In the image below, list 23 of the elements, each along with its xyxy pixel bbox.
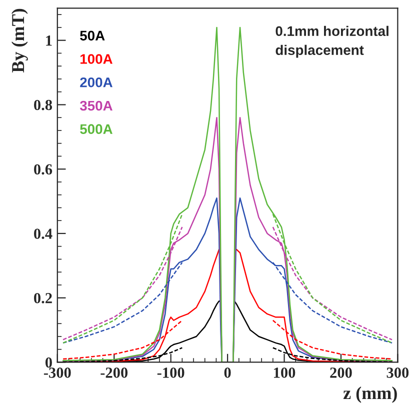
text: 100A: [80, 54, 112, 64]
x-tick-label: -100: [157, 368, 184, 378]
x-tick-label: 0: [224, 368, 231, 378]
x-tick-label: 300: [386, 368, 409, 378]
annotation: 0.1mm horizontal displacement: [276, 26, 388, 58]
y-tick-label: 0.4: [34, 228, 52, 239]
x-axis-title: z (mm): [343, 386, 397, 403]
text: 500A: [80, 124, 112, 134]
y-tick-label: 0.8: [34, 100, 52, 110]
text: 50A: [80, 30, 105, 41]
text: 350A: [80, 100, 112, 111]
line-series: [62, 116, 393, 362]
line-series: [62, 26, 393, 362]
x-tick-label: -300: [44, 368, 71, 378]
y-tick-label: 1: [46, 36, 52, 46]
x-tick-label: -200: [100, 368, 128, 378]
x-tick-label: 200: [330, 368, 352, 378]
y-tick-label: 0.2: [34, 292, 52, 304]
x-tick-label: 100: [274, 368, 296, 378]
y-tick-label: 0.6: [34, 164, 52, 175]
text: 200A: [80, 77, 112, 88]
y-axis-title: By (mT): [11, 8, 28, 73]
y-tick-label: 0: [45, 357, 52, 368]
